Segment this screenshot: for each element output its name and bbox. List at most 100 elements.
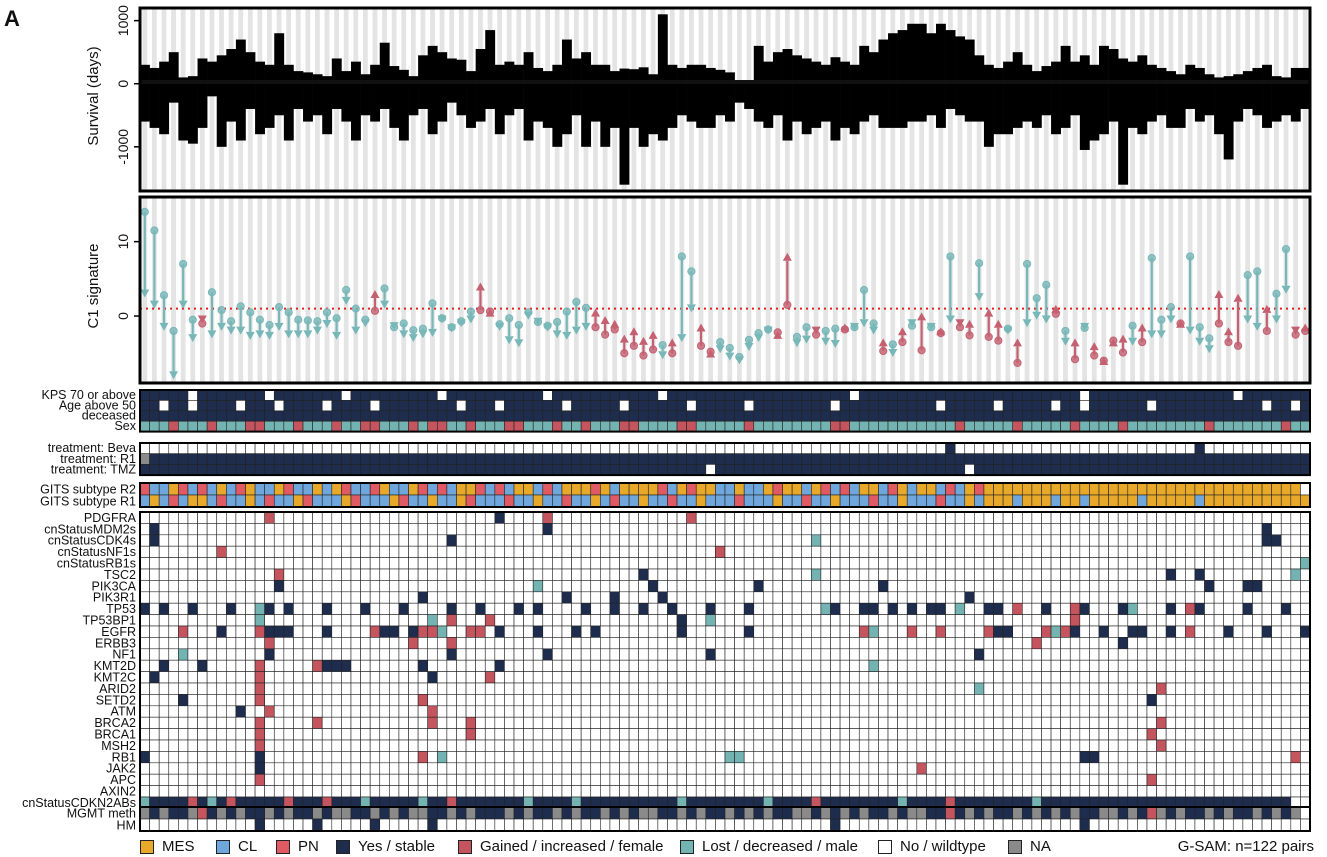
heatmap-cell [561,751,572,764]
heatmap-cell [772,534,783,547]
c1-r1-point [994,336,1003,345]
c1-arrow [341,285,351,305]
heatmap-cell [993,694,1004,707]
c1-r1-point [869,319,878,328]
heatmap-cell [158,716,170,729]
survival-bar-r2 [907,23,918,84]
heatmap-cell [158,682,170,695]
heatmap-cell [561,482,572,496]
heatmap-cell [1041,716,1052,729]
c1-arrow [1214,290,1224,328]
heatmap-cell [820,442,831,454]
c1-arrow [1070,338,1080,364]
heatmap-cell [494,453,505,465]
heatmap-cell [235,400,246,412]
heatmap-cell [743,716,755,729]
heatmap-cell [705,614,716,627]
heatmap-cell [667,568,678,581]
c1-arrow [1003,324,1013,335]
heatmap-cell [1261,694,1272,707]
heatmap-cell [1232,482,1244,496]
heatmap-cell [724,534,735,547]
heatmap-row-label: deceased [82,409,136,423]
heatmap-cell [609,420,620,432]
heatmap-cell [245,716,256,729]
heatmap-cell [983,453,994,465]
heatmap-cell [926,591,937,604]
survival-bar-r1 [255,83,265,135]
c1-r2-arrowhead [792,339,802,348]
heatmap-cell [609,694,620,707]
heatmap-cell [1271,659,1282,672]
heatmap-cell [993,482,1004,496]
heatmap-cell [1060,523,1071,536]
heatmap-cell [254,557,265,570]
heatmap-cell [993,534,1004,547]
heatmap-cell [226,728,237,741]
heatmap-cell [417,694,429,707]
heatmap-cell [676,739,687,752]
heatmap-cell [782,420,793,432]
survival-bar-r1 [715,83,726,116]
heatmap-cell [638,580,649,593]
heatmap-cell [389,671,400,684]
heatmap-cell [254,773,265,786]
heatmap-cell [791,705,803,718]
heatmap-cell [743,400,755,412]
heatmap-cell [283,557,294,570]
c1-arrow [562,307,572,340]
heatmap-cell [935,545,946,558]
heatmap-cell [341,511,352,524]
heatmap-cell [1204,671,1215,684]
heatmap-cell [743,625,755,638]
survival-bar-r2 [264,64,275,84]
heatmap-cell [350,410,361,422]
heatmap-cell [734,400,745,412]
heatmap-cell [1127,602,1138,615]
heatmap-cell [1050,705,1061,718]
heatmap-cell [523,762,534,775]
c1-r2-arrowhead [475,282,485,291]
heatmap-cell [935,671,946,684]
heatmap-cell [264,523,275,536]
heatmap-cell [916,705,927,718]
heatmap-cell [1165,728,1177,741]
heatmap-cell [197,464,208,476]
heatmap-cell [647,694,659,707]
c1-r2-arrowhead [926,322,936,331]
heatmap-cell [590,400,601,412]
heatmap-cell [609,482,620,496]
heatmap-cell [398,739,409,752]
heatmap-cell [494,591,505,604]
heatmap-cell [743,705,755,718]
heatmap-cell [686,614,697,627]
heatmap-cell [331,602,342,615]
heatmap-cell [945,580,956,593]
survival-bar-r2 [801,58,812,84]
heatmap-cell [475,557,486,570]
heatmap-cell [638,410,649,422]
heatmap-cell [446,602,457,615]
heatmap-cell [580,751,592,764]
heatmap-cell [820,464,831,476]
heatmap-cell [1089,453,1100,465]
heatmap-cell [1223,637,1234,650]
heatmap-cell [273,511,285,524]
heatmap-cell [1194,659,1205,672]
heatmap-cell [782,389,793,401]
heatmap-cell [331,591,342,604]
heatmap-cell [206,511,218,524]
heatmap-cell [993,659,1004,672]
heatmap-cell [513,420,524,432]
heatmap-cell [178,442,189,454]
heatmap-cell [906,762,918,775]
heatmap-cell [1223,648,1234,661]
heatmap-cell [149,400,160,412]
heatmap-cell [427,614,438,627]
survival-bar-r1 [581,83,592,147]
heatmap-cell [619,557,630,570]
heatmap-cell [974,420,985,432]
heatmap-cell [436,410,448,422]
heatmap-cell [226,557,237,570]
heatmap-cell [811,602,822,615]
